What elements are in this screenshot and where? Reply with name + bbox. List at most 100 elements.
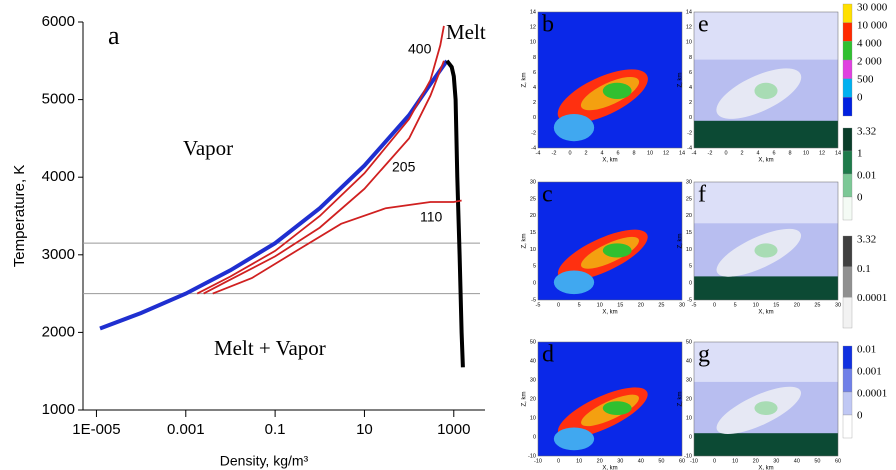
x-tick-label: 14: [835, 150, 841, 156]
x-tick-label: 6: [616, 150, 619, 156]
y-tick-label: 10: [530, 415, 536, 421]
x-tick-label: 15: [773, 302, 779, 308]
colorbar-segment: [842, 59, 853, 79]
y-tick-label: 30: [686, 179, 692, 185]
x-tick-label: 10: [576, 458, 582, 464]
x-tick-label: -4: [536, 150, 541, 156]
panel-label: c: [542, 182, 553, 208]
x-tick-label: -2: [708, 150, 713, 156]
y-tick-label: 1000: [42, 401, 75, 418]
y-tick-label: 6: [689, 70, 692, 76]
y-tick-label: -10: [528, 453, 536, 459]
y-tick-label: 14: [530, 9, 536, 15]
colorbar-segment: [842, 235, 853, 267]
x-axis-title: X, km: [602, 158, 617, 164]
y-tick-label: 25: [686, 196, 692, 202]
x-axis-title: X, km: [602, 466, 617, 470]
colorbar-label: 0.0001: [857, 292, 887, 304]
panel-band: [694, 342, 838, 382]
colorbar-segment: [842, 150, 853, 175]
x-tick-label: 2: [740, 150, 743, 156]
y-tick-label: -4: [531, 145, 536, 151]
colorbar-segment: [842, 196, 853, 221]
sim-panel: b -4 -2 0 2 4 6 8 10 12 14 -4 -2 0 2 4 6 8 10 12 14 X, km Z, k…: [522, 9, 685, 163]
x-tick-label: 40: [794, 458, 800, 464]
annotation: Melt: [446, 20, 486, 44]
y-tick-label: 20: [686, 396, 692, 402]
colorbar-segment: [842, 127, 853, 152]
panel-frame: [537, 11, 683, 149]
x-tick-label: 30: [835, 302, 841, 308]
ground: [694, 276, 838, 300]
y-axis-title: Z, km: [522, 73, 528, 88]
colorbar-label: 3.32: [857, 234, 876, 246]
panel-band: [694, 182, 838, 224]
x-tick-label: 6: [772, 150, 775, 156]
colorbar-segment: [842, 173, 853, 198]
crater: [553, 427, 595, 451]
series-label: 205: [392, 159, 416, 175]
y-tick-label: 5000: [42, 91, 75, 108]
y-tick-label: 2000: [42, 323, 75, 340]
x-axis-title: X, km: [758, 158, 773, 164]
y-tick-label: 30: [530, 377, 536, 383]
panel-frame: [537, 341, 683, 457]
y-tick-label: 0: [533, 434, 536, 440]
y-tick-label: 2: [533, 100, 536, 106]
y-axis-title: Z, km: [678, 392, 684, 407]
x-axis-title: X, km: [758, 466, 773, 470]
y-tick-label: -5: [531, 297, 536, 303]
x-tick-label: 2: [584, 150, 587, 156]
colorbar-label: 2 000: [857, 56, 882, 68]
x-tick-label: 10: [732, 458, 738, 464]
x-tick-label: -4: [692, 150, 697, 156]
x-axis-title: X, km: [758, 310, 773, 316]
y-tick-label: 30: [530, 179, 536, 185]
x-tick-label: 4: [756, 150, 759, 156]
colorbar-segment: [842, 391, 853, 416]
x-tick-label: 15: [617, 302, 623, 308]
x-tick-label: 10: [753, 302, 759, 308]
y-tick-label: 5: [533, 264, 536, 270]
colorbar-segment: [842, 3, 853, 23]
y-tick-label: 0: [689, 434, 692, 440]
y-tick-label: 10: [530, 247, 536, 253]
colorbar-segment: [842, 414, 853, 439]
colorbar-label: 500: [857, 74, 874, 86]
panel-label: a: [108, 21, 120, 50]
colorbar-label: 10 000: [857, 20, 888, 32]
y-tick-label: -10: [684, 453, 692, 459]
x-axis-title: X, km: [602, 310, 617, 316]
panel-label: b: [542, 12, 554, 38]
panel-label: f: [698, 182, 706, 208]
y-axis-title: Z, km: [678, 234, 684, 249]
x-tick-label: -10: [534, 458, 542, 464]
x-tick-label: 0: [568, 150, 571, 156]
x-tick-label: 12: [819, 150, 825, 156]
x-tick-label: 20: [753, 458, 759, 464]
y-tick-label: 40: [686, 358, 692, 364]
series-line: [445, 59, 465, 368]
y-tick-label: 6000: [42, 13, 75, 30]
x-tick-label: 25: [658, 302, 664, 308]
x-tick-label: 8: [788, 150, 791, 156]
y-axis-title: Z, km: [522, 392, 528, 407]
colorbar-label: 30 000: [857, 2, 888, 14]
series-line: [99, 59, 449, 331]
x-axis-title: Density, kg/m³: [220, 453, 309, 469]
x-tick-label: 10: [597, 302, 603, 308]
x-tick-label: -10: [690, 458, 698, 464]
x-tick-label: 0: [557, 458, 560, 464]
x-tick-label: 20: [638, 302, 644, 308]
x-tick-label: 10: [356, 421, 373, 438]
x-tick-label: 0: [724, 150, 727, 156]
panel-frame: [537, 181, 683, 301]
colorbar-segment: [842, 22, 853, 42]
ground: [694, 120, 838, 148]
y-tick-label: 5: [689, 264, 692, 270]
crater: [553, 114, 595, 142]
colorbar-label: 0.01: [857, 344, 876, 356]
colorbar-segment: [842, 41, 853, 61]
